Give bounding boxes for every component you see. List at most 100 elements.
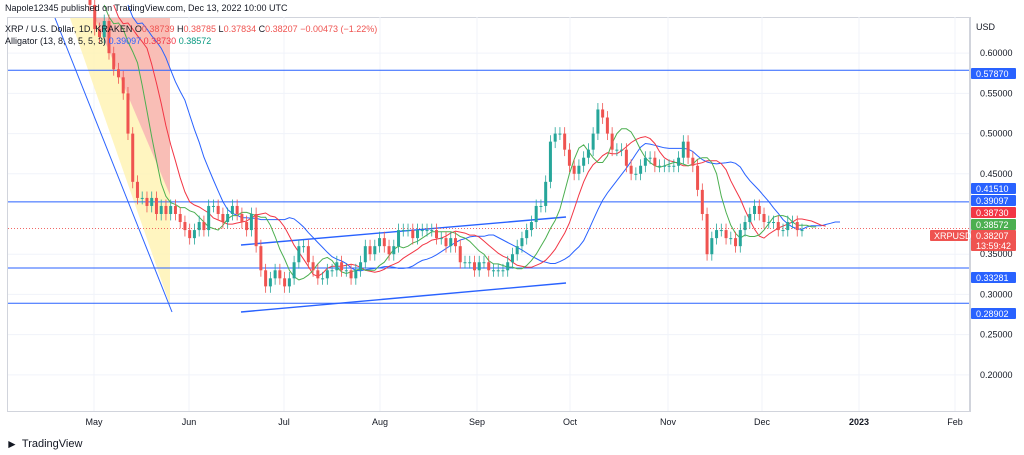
candle-body[interactable]	[135, 181, 139, 198]
candle-body[interactable]	[510, 254, 514, 263]
candle-body[interactable]	[667, 165, 671, 167]
candle-body[interactable]	[226, 214, 230, 223]
candle-body[interactable]	[145, 197, 149, 206]
candle-body[interactable]	[107, 21, 111, 54]
candle-body[interactable]	[715, 230, 719, 239]
candle-body[interactable]	[529, 222, 533, 231]
candle-body[interactable]	[202, 222, 206, 231]
candle-body[interactable]	[786, 222, 790, 231]
candle-body[interactable]	[126, 93, 130, 134]
candle-body[interactable]	[691, 157, 695, 166]
candle-body[interactable]	[563, 133, 567, 150]
candle-body[interactable]	[719, 230, 723, 232]
candle-body[interactable]	[491, 270, 495, 272]
candle-body[interactable]	[97, 29, 101, 38]
candle-body[interactable]	[453, 238, 457, 247]
candle-body[interactable]	[615, 149, 619, 151]
candle-body[interactable]	[515, 246, 519, 255]
channel-lower[interactable]	[240, 282, 567, 313]
candle-body[interactable]	[221, 214, 225, 223]
candle-body[interactable]	[743, 222, 747, 231]
candle-body[interactable]	[520, 238, 524, 247]
candle-body[interactable]	[235, 205, 239, 214]
candle-body[interactable]	[767, 222, 771, 224]
candle-body[interactable]	[297, 246, 301, 263]
candle-body[interactable]	[496, 270, 500, 272]
candle-body[interactable]	[795, 222, 799, 231]
candle-body[interactable]	[772, 222, 776, 224]
candle-body[interactable]	[216, 205, 220, 214]
candle-body[interactable]	[629, 165, 633, 174]
candle-body[interactable]	[169, 205, 173, 214]
candle-body[interactable]	[392, 246, 396, 255]
candle-body[interactable]	[696, 165, 700, 190]
candle-body[interactable]	[643, 157, 647, 166]
candle-body[interactable]	[558, 133, 562, 135]
candle-body[interactable]	[197, 222, 201, 231]
candle-body[interactable]	[544, 181, 548, 206]
candle-body[interactable]	[259, 246, 263, 271]
candle-body[interactable]	[173, 205, 177, 214]
candle-body[interactable]	[211, 205, 215, 207]
candle-body[interactable]	[354, 270, 358, 279]
candle-body[interactable]	[249, 214, 253, 231]
candle-body[interactable]	[705, 214, 709, 255]
tradingview-brand[interactable]: ► TradingView	[6, 437, 82, 451]
candle-body[interactable]	[207, 205, 211, 231]
candle-body[interactable]	[658, 165, 662, 167]
candle-body[interactable]	[553, 133, 557, 142]
candle-body[interactable]	[192, 230, 196, 239]
candle-body[interactable]	[781, 230, 785, 232]
candle-body[interactable]	[420, 230, 424, 232]
candle-body[interactable]	[548, 141, 552, 182]
candle-body[interactable]	[534, 205, 538, 223]
candle-body[interactable]	[278, 270, 282, 279]
candle-body[interactable]	[472, 262, 476, 271]
candle-body[interactable]	[444, 238, 448, 247]
candle-body[interactable]	[121, 77, 125, 94]
candle-body[interactable]	[620, 149, 624, 151]
candle-body[interactable]	[316, 270, 320, 279]
candle-body[interactable]	[681, 141, 685, 158]
candle-body[interactable]	[387, 246, 391, 255]
candle-body[interactable]	[140, 197, 144, 199]
candle-body[interactable]	[710, 238, 714, 255]
candle-body[interactable]	[88, 0, 92, 5]
candle-body[interactable]	[188, 230, 192, 239]
candle-body[interactable]	[397, 230, 401, 247]
candle-body[interactable]	[116, 69, 120, 78]
candle-body[interactable]	[302, 246, 306, 248]
candle-body[interactable]	[501, 270, 505, 272]
candle-body[interactable]	[292, 262, 296, 279]
candle-body[interactable]	[482, 262, 486, 264]
candle-body[interactable]	[283, 278, 287, 287]
candle-body[interactable]	[487, 262, 491, 271]
candle-body[interactable]	[349, 270, 353, 279]
candle-body[interactable]	[686, 141, 690, 158]
time-axis[interactable]: May Jun Jul Aug Sep Oct Nov Dec 2023 Feb	[85, 417, 962, 427]
candle-body[interactable]	[662, 165, 666, 167]
candle-body[interactable]	[183, 222, 187, 231]
candles[interactable]	[88, 0, 804, 293]
candle-body[interactable]	[359, 262, 363, 271]
candle-body[interactable]	[577, 165, 581, 174]
candle-body[interactable]	[230, 205, 234, 214]
candle-body[interactable]	[178, 214, 182, 223]
candle-body[interactable]	[700, 189, 704, 214]
candle-body[interactable]	[468, 262, 472, 264]
candle-body[interactable]	[112, 53, 116, 70]
candle-body[interactable]	[306, 246, 310, 263]
candle-body[interactable]	[273, 270, 277, 279]
candle-body[interactable]	[344, 270, 348, 272]
candle-body[interactable]	[150, 197, 154, 206]
candle-body[interactable]	[378, 238, 382, 247]
candle-body[interactable]	[373, 246, 377, 255]
candle-body[interactable]	[586, 149, 590, 158]
candle-body[interactable]	[363, 246, 367, 263]
candle-body[interactable]	[610, 133, 614, 150]
candle-body[interactable]	[525, 230, 529, 239]
candle-body[interactable]	[648, 157, 652, 159]
candle-body[interactable]	[382, 238, 386, 247]
candle-body[interactable]	[430, 230, 434, 232]
